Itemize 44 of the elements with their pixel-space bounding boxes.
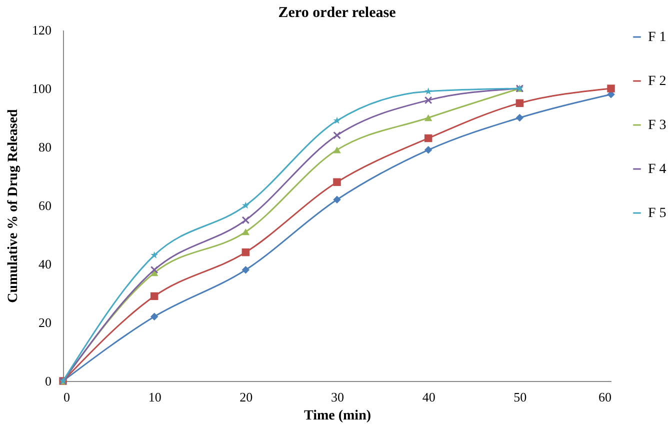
y-tick-label: 20 [38,315,52,330]
x-tick-label: 0 [64,390,70,404]
point [424,88,432,95]
y-tick-label: 80 [38,140,52,154]
point [516,114,524,122]
y-axis-title: Cumulative % of Drug Released [6,108,21,303]
point [424,146,432,154]
point [333,131,341,140]
point [516,99,524,107]
point [242,216,250,224]
x-axis-title: Time (min) [304,408,372,424]
point [607,84,615,92]
point [333,178,341,186]
y-tick-label: 0 [45,374,52,388]
point [242,266,250,274]
point [333,116,341,124]
point [333,196,341,204]
point [424,134,432,142]
point [150,312,158,321]
y-tick-label: 40 [38,256,52,272]
x-tick-label: 40 [422,390,436,404]
y-tick-label: 60 [38,198,52,213]
point [150,292,158,300]
x-tick-label: 30 [331,390,344,404]
legend-label: F 1 [648,30,666,45]
x-tick-label: 50 [514,390,527,404]
point [150,266,158,274]
point [333,146,341,154]
point [242,248,250,256]
point [150,251,158,258]
x-tick-label: 10 [148,390,162,404]
y-tick-label: 120 [32,22,52,38]
x-tick-label: 60 [598,390,612,404]
legend-label: F 4 [648,162,666,177]
point [242,202,250,209]
legend-label: F 2 [648,74,666,89]
point [424,114,432,122]
legend-label: F 5 [648,206,666,221]
chart-title: Zero order release [278,5,396,21]
x-tick-label: 20 [240,390,253,404]
legend-label: F 3 [648,118,666,133]
y-tick-label: 100 [32,81,52,96]
point [242,228,250,236]
point [424,96,432,104]
